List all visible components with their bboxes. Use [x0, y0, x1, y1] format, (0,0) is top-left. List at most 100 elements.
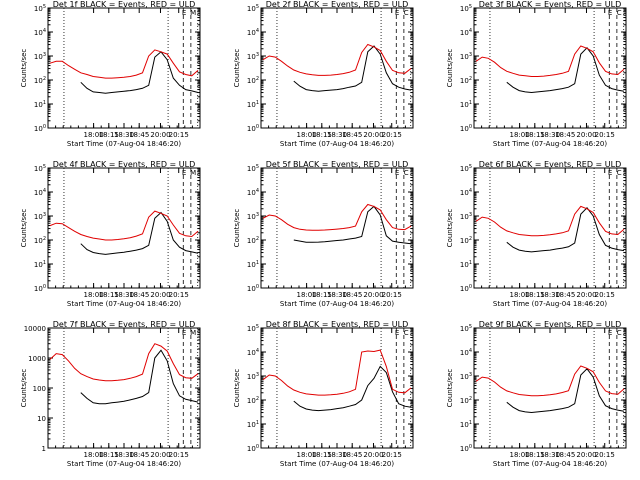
- y-tick-label-exponent: 5: [469, 4, 472, 10]
- attenuator-state-label: M: [190, 329, 196, 337]
- y-tick-label-exponent: 1: [469, 420, 472, 426]
- x-axis-label: Start Time (07-Aug-04 18:46:20): [280, 140, 394, 148]
- chart-panel-2: Det 2f BLACK = Events, RED = ULD10010110…: [233, 0, 414, 148]
- y-tick-label-exponent: 4: [43, 28, 46, 34]
- chart-panel-3: Det 3f BLACK = Events, RED = ULD10010110…: [446, 0, 627, 148]
- y-tick-label: 101: [460, 260, 472, 269]
- y-tick-label: 103: [34, 212, 46, 221]
- x-tick-label: 18:15: [312, 291, 332, 299]
- x-axis-label: Start Time (07-Aug-04 18:46:20): [67, 140, 181, 148]
- events-count-line: [293, 365, 412, 412]
- attenuator-state-label: E: [182, 169, 186, 177]
- y-tick-label-exponent: 5: [256, 4, 259, 10]
- uld-count-line: [49, 343, 199, 382]
- x-tick-label: 20:00: [363, 291, 383, 299]
- y-tick-label: 100: [34, 124, 46, 133]
- y-tick-label-exponent: 0: [256, 284, 259, 290]
- y-tick-label-exponent: 1: [43, 260, 46, 266]
- y-tick-label-exponent: 5: [256, 324, 259, 330]
- x-tick-label: 20:00: [576, 451, 596, 459]
- y-tick-label-exponent: 2: [43, 76, 46, 82]
- attenuator-state-label: E: [395, 9, 399, 17]
- y-tick-label-exponent: 0: [469, 124, 472, 130]
- x-tick-label: 20:00: [363, 131, 383, 139]
- y-tick-label-exponent: 0: [469, 284, 472, 290]
- x-tick-label: 18:00: [297, 291, 317, 299]
- chart-panel-8: Det 8f BLACK = Events, RED = ULD10010110…: [233, 320, 414, 468]
- chart-panel-1: Det 1f BLACK = Events, RED = ULD10010110…: [20, 0, 201, 148]
- chart-title: Det 8f BLACK = Events, RED = ULD: [266, 320, 409, 329]
- x-tick-label: 18:15: [99, 131, 119, 139]
- y-tick-label-exponent: 3: [469, 372, 472, 378]
- events-count-line: [506, 207, 625, 253]
- y-tick-label: 103: [460, 52, 472, 61]
- x-tick-label: 18:30: [327, 291, 347, 299]
- x-tick-label: 18:30: [540, 291, 560, 299]
- attenuator-state-label: C: [617, 9, 622, 17]
- y-tick-label-exponent: 3: [43, 212, 46, 218]
- y-tick-label-exponent: 3: [256, 212, 259, 218]
- y-tick-label: 102: [460, 76, 472, 85]
- y-tick-label-exponent: 4: [256, 188, 259, 194]
- y-tick-label: 102: [247, 236, 259, 245]
- uld-count-line: [262, 203, 412, 231]
- x-tick-label: 18:45: [342, 131, 362, 139]
- y-tick-label-exponent: 0: [43, 284, 46, 290]
- events-count-line: [80, 51, 199, 94]
- y-tick-label-exponent: 3: [43, 52, 46, 58]
- y-tick-label-exponent: 2: [256, 396, 259, 402]
- y-tick-label-exponent: 4: [256, 28, 259, 34]
- attenuator-state-label: M: [190, 9, 196, 17]
- chart-title: Det 4f BLACK = Events, RED = ULD: [53, 160, 196, 169]
- y-axis-label: Counts/sec: [20, 209, 28, 248]
- y-tick-label: 104: [460, 348, 472, 357]
- y-tick-label: 105: [247, 164, 259, 173]
- x-axis-label: Start Time (07-Aug-04 18:46:20): [280, 300, 394, 308]
- chart-title: Det 2f BLACK = Events, RED = ULD: [266, 0, 409, 9]
- chart-panel-4: Det 4f BLACK = Events, RED = ULD10010110…: [20, 160, 201, 308]
- x-tick-label: 18:30: [327, 451, 347, 459]
- x-tick-label: 20:00: [576, 131, 596, 139]
- uld-count-line: [49, 49, 199, 79]
- x-tick-label: 18:15: [312, 131, 332, 139]
- y-tick-label: 104: [460, 188, 472, 197]
- x-tick-label: 20:15: [382, 291, 402, 299]
- y-tick-label: 103: [247, 212, 259, 221]
- events-count-line: [506, 368, 625, 414]
- x-tick-label: 20:00: [363, 451, 383, 459]
- x-tick-label: 18:00: [84, 291, 104, 299]
- y-tick-label-exponent: 2: [256, 236, 259, 242]
- y-tick-label-exponent: 4: [469, 188, 472, 194]
- y-tick-label: 101: [460, 420, 472, 429]
- x-tick-label: 18:15: [525, 131, 545, 139]
- x-tick-label: 20:00: [150, 291, 170, 299]
- chart-title: Det 7f BLACK = Events, RED = ULD: [53, 320, 196, 329]
- x-tick-label: 18:00: [84, 451, 104, 459]
- y-axis-label: Counts/sec: [446, 209, 454, 248]
- attenuator-state-label: C: [617, 329, 622, 337]
- y-tick-label: 103: [460, 372, 472, 381]
- chart-panel-9: Det 9f BLACK = Events, RED = ULD10010110…: [446, 320, 627, 468]
- y-tick-label: 102: [460, 236, 472, 245]
- x-axis-label: Start Time (07-Aug-04 18:46:20): [493, 300, 607, 308]
- y-tick-label: 102: [460, 396, 472, 405]
- y-tick-label: 105: [247, 324, 259, 333]
- y-tick-label: 104: [247, 188, 259, 197]
- x-axis-label: Start Time (07-Aug-04 18:46:20): [280, 460, 394, 468]
- x-tick-label: 20:15: [382, 451, 402, 459]
- y-tick-label: 100: [34, 284, 46, 293]
- y-tick-label-exponent: 3: [469, 52, 472, 58]
- attenuator-state-label: E: [608, 329, 612, 337]
- y-tick-label: 101: [247, 100, 259, 109]
- chart-panel-7: Det 7f BLACK = Events, RED = ULD 1 10 100 10…: [20, 320, 201, 468]
- x-tick-label: 20:00: [576, 291, 596, 299]
- y-tick-label-exponent: 4: [469, 348, 472, 354]
- y-tick-label: 100: [460, 444, 472, 453]
- y-tick-label: 101: [34, 100, 46, 109]
- y-axis-label: Counts/sec: [233, 209, 241, 248]
- y-tick-label-exponent: 1: [469, 260, 472, 266]
- x-tick-label: 20:15: [169, 131, 189, 139]
- attenuator-state-label: E: [182, 9, 186, 17]
- y-tick-label: 100: [33, 385, 46, 393]
- y-tick-label: 100: [460, 124, 472, 133]
